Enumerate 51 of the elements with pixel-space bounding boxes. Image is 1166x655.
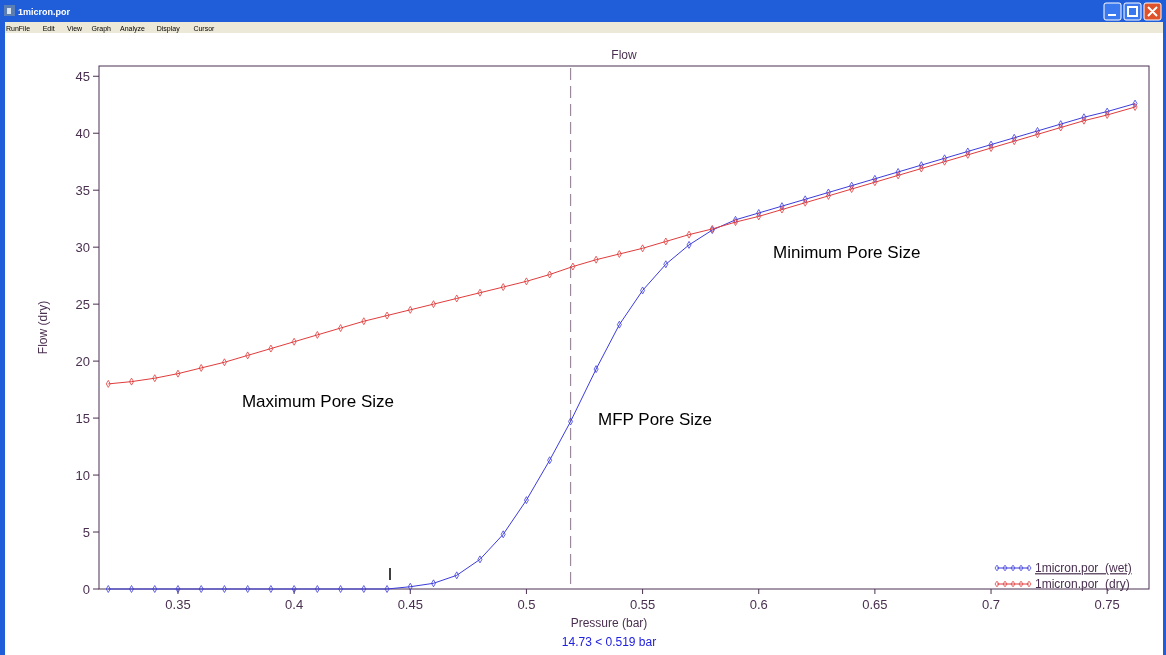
point — [686, 241, 692, 249]
point — [616, 250, 622, 258]
annotation: Maximum Pore Size — [241, 392, 395, 411]
annotation: Minimum Pore Size — [773, 243, 921, 262]
legend-label: 1micron.por (dry) — [1035, 577, 1130, 592]
y-tick-label: 5 — [82, 524, 90, 540]
y-tick-label: 10 — [75, 467, 90, 483]
point — [314, 331, 320, 339]
point — [105, 585, 111, 593]
text: 1micron.por — [18, 7, 71, 17]
point — [1058, 120, 1064, 128]
point — [384, 585, 390, 593]
y-tick-label: 20 — [75, 353, 90, 369]
x-tick-label: 0.35 — [165, 597, 191, 612]
point — [593, 365, 599, 373]
y-tick-label: 0 — [82, 581, 90, 597]
point — [314, 585, 320, 593]
point — [1132, 103, 1138, 111]
x-tick-label: 0.5 — [517, 597, 536, 612]
point — [756, 209, 762, 217]
point — [500, 283, 506, 291]
x-tick-label: 0.75 — [1094, 597, 1120, 612]
point — [1104, 111, 1110, 119]
point — [105, 380, 111, 388]
point — [988, 144, 994, 152]
x-tick-label: 0.4 — [285, 597, 304, 612]
y-tick-label: 30 — [75, 239, 90, 255]
y-tick-label: 45 — [75, 68, 90, 84]
x-tick-label: 0.6 — [749, 597, 768, 612]
point — [245, 585, 251, 593]
point — [361, 585, 367, 593]
chart-title: Flow — [611, 48, 637, 62]
point — [895, 168, 901, 176]
point — [198, 585, 204, 593]
x-tick-label: 0.7 — [982, 597, 1001, 612]
text: 14.73 < 0.519 bar — [561, 635, 657, 649]
legend-label: 1micron.por (wet) — [1035, 561, 1132, 576]
point — [152, 585, 158, 593]
y-tick-label: 15 — [75, 410, 90, 426]
x-tick-label: 0.55 — [629, 597, 656, 612]
y-tick-label: 40 — [75, 125, 90, 141]
y-tick-label: 35 — [75, 182, 90, 198]
y-axis-title: Flow (dry) — [36, 300, 50, 355]
x-tick-label: 0.45 — [397, 597, 423, 612]
y-tick-label: 25 — [75, 296, 90, 312]
annotation: MFP Pore Size — [598, 410, 713, 429]
point — [198, 364, 204, 372]
point — [849, 185, 855, 193]
x-axis-title: Pressure (bar) — [570, 616, 648, 630]
x-tick-label: 0.65 — [862, 597, 888, 612]
point — [268, 585, 274, 593]
